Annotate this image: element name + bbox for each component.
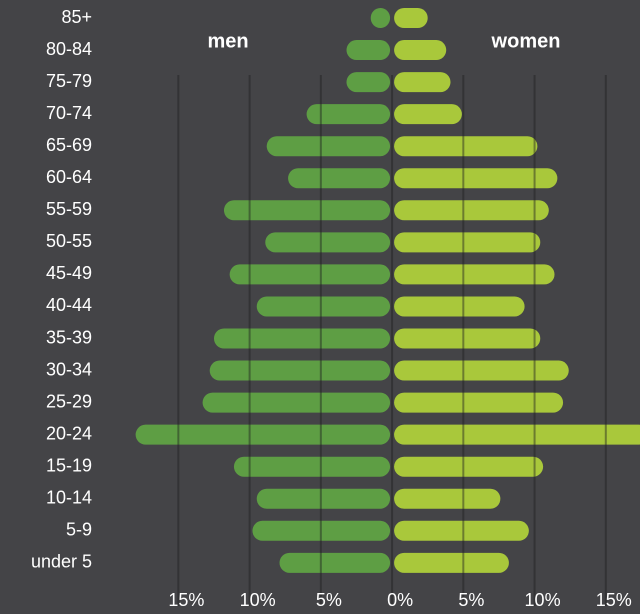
category-label: 75-79 [46,71,92,91]
bar-women [394,72,451,93]
bar-men [279,552,391,573]
bar-women [394,104,462,125]
x-tick-label: 10% [240,590,276,610]
category-label: 10-14 [46,488,92,508]
bar-women [394,200,549,221]
bar-men [233,456,391,477]
x-tick-label: 15% [596,590,632,610]
bar-women [394,360,569,381]
bar-men [256,296,391,317]
bar-women [394,8,428,28]
bar-men [252,520,391,541]
category-label: 80-84 [46,39,92,59]
bar-men [229,264,391,285]
bar-men [306,104,391,125]
category-label: 45-49 [46,263,92,283]
category-label: under 5 [31,552,92,572]
bar-men [265,232,391,253]
bar-women [394,456,544,477]
bar-men [135,424,391,445]
x-tick-label: 10% [525,590,561,610]
x-tick-label: 5% [316,590,342,610]
legend-men: men [207,30,248,52]
bar-women [394,488,501,509]
category-label: 25-29 [46,391,92,411]
bar-women [394,264,555,285]
category-label: 85+ [61,7,92,27]
bar-women [394,40,447,61]
category-label: 50-55 [46,231,92,251]
category-label: 60-64 [46,167,92,187]
bar-women [394,232,541,253]
bar-men [288,168,391,189]
x-tick-label: 5% [458,590,484,610]
category-label: 70-74 [46,103,92,123]
bar-men [209,360,391,381]
category-label: 5-9 [66,520,92,540]
category-label: 65-69 [46,135,92,155]
x-tick-label: 15% [168,590,204,610]
bar-women [394,168,558,189]
bar-men [202,392,391,413]
bar-women [394,296,525,317]
category-label: 20-24 [46,423,92,443]
bar-women [394,520,529,541]
bar-men [370,8,391,28]
bar-men [256,488,391,509]
category-label: 35-39 [46,327,92,347]
category-label: 15-19 [46,455,92,475]
bar-men [213,328,391,349]
bar-women [394,392,564,413]
bar-men [223,200,391,221]
bar-women [394,424,640,445]
bar-women [394,328,541,349]
bar-women [394,552,509,573]
bar-women [394,136,538,157]
category-label: 55-59 [46,199,92,219]
bar-men [266,136,391,157]
bar-men [346,40,391,61]
category-label: 30-34 [46,359,92,379]
legend-women: women [491,30,561,52]
bar-men [346,72,391,93]
x-tick-label: 0% [387,590,413,610]
category-label: 40-44 [46,295,92,315]
